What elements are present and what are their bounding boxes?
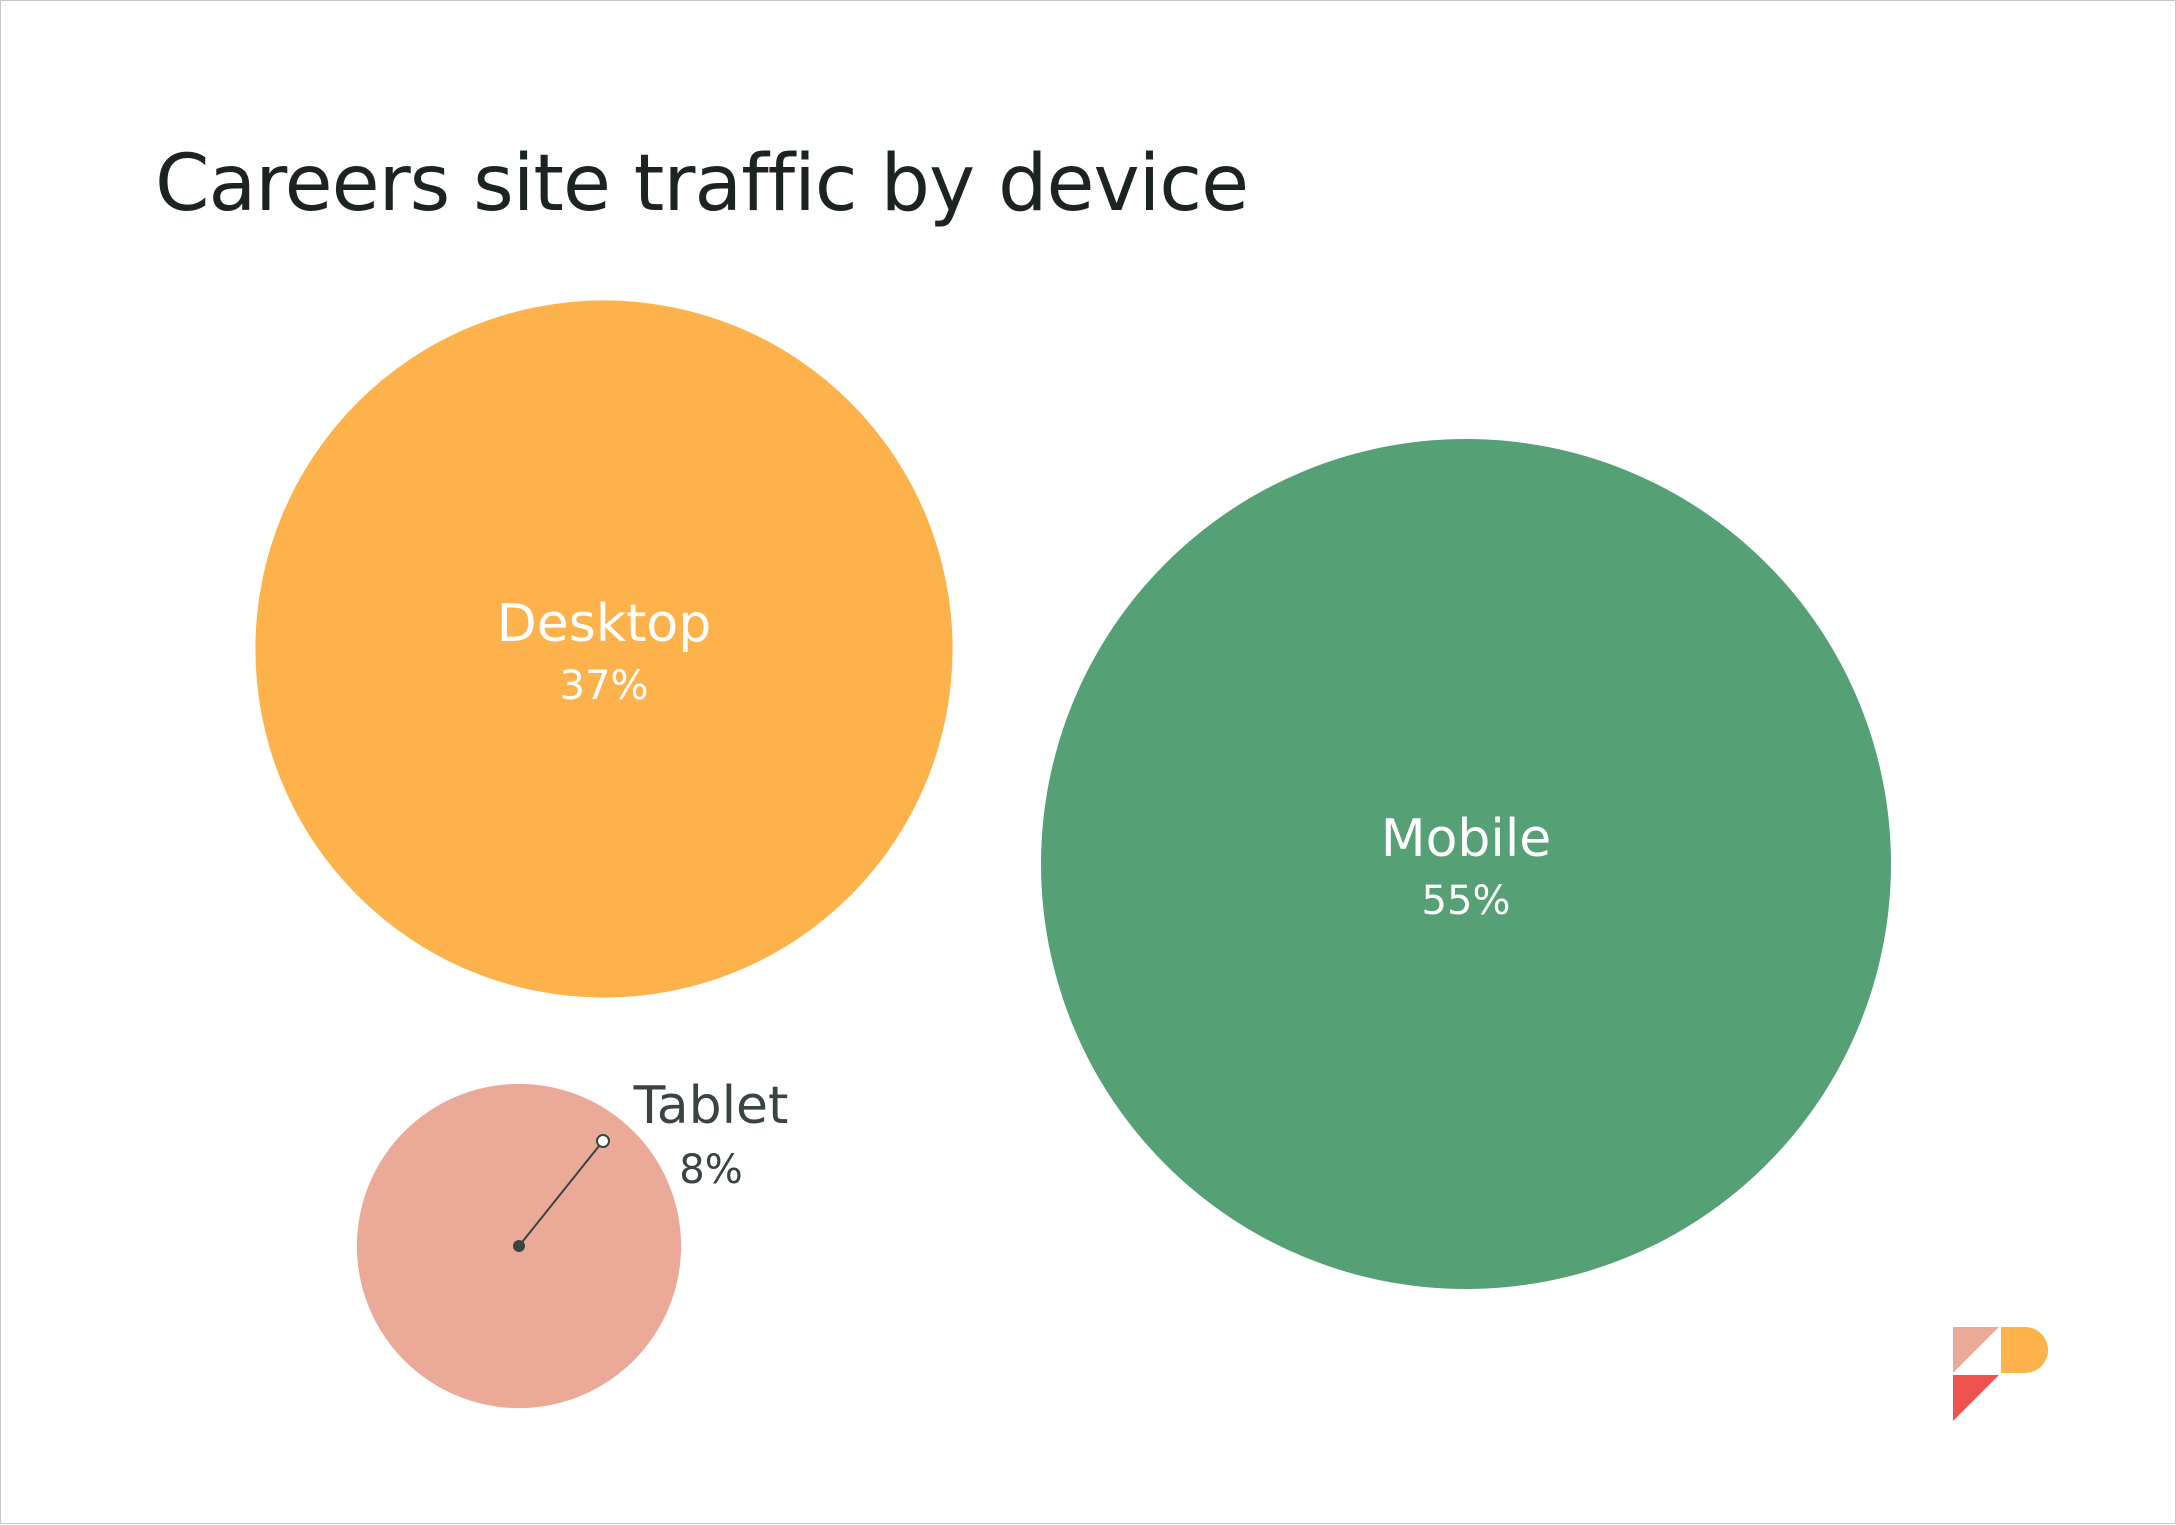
desktop-bubble bbox=[255, 300, 953, 998]
tablet-leader-end bbox=[596, 1134, 610, 1148]
brand-logo bbox=[1953, 1327, 2048, 1421]
chart-title: Careers site traffic by device bbox=[155, 139, 1249, 229]
desktop-label: Desktop bbox=[497, 594, 711, 654]
desktop-value-label: 37% bbox=[560, 663, 649, 709]
logo-red-triangle bbox=[1953, 1375, 1999, 1421]
mobile-bubble bbox=[1041, 439, 1891, 1289]
tablet-value-label: 8% bbox=[679, 1147, 742, 1193]
labels-group: Desktop 37% Mobile 55% Tablet 8% bbox=[497, 594, 1552, 1252]
mobile-value-label: 55% bbox=[1422, 878, 1511, 924]
tablet-label: Tablet bbox=[633, 1076, 789, 1136]
mobile-label: Mobile bbox=[1381, 809, 1552, 869]
tablet-leader-dot bbox=[513, 1240, 525, 1252]
logo-orange-shape bbox=[2001, 1327, 2048, 1373]
tablet-leader-line bbox=[518, 1140, 604, 1247]
logo-white-triangle bbox=[1953, 1327, 1999, 1373]
bubbles-group bbox=[255, 300, 1891, 1409]
